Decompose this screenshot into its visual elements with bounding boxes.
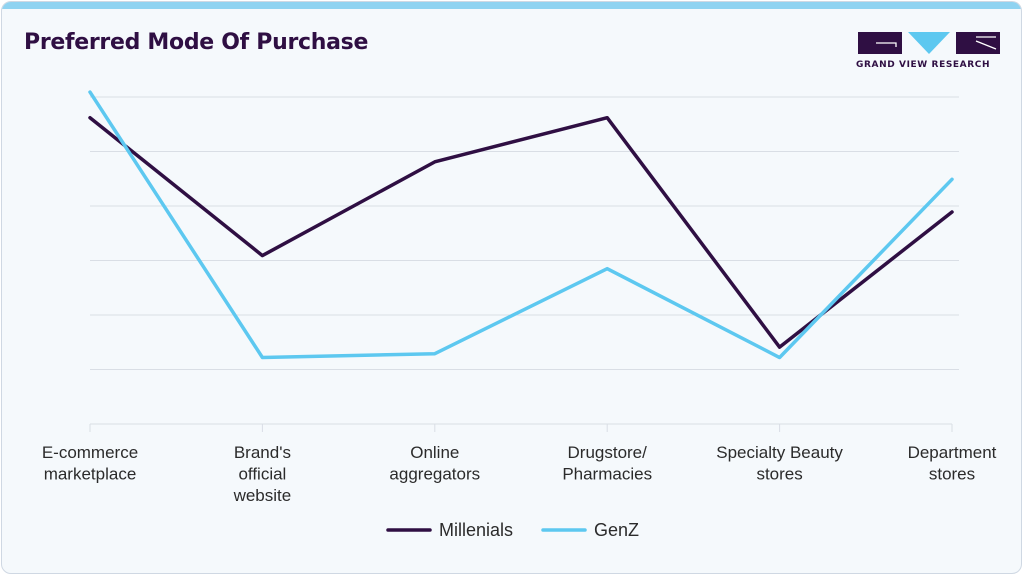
grid-lines <box>90 96 959 370</box>
legend: Millenials GenZ <box>386 520 639 540</box>
legend-label: GenZ <box>594 520 639 540</box>
logo-text: GRAND VIEW RESEARCH <box>856 60 991 70</box>
x-tick-label: E-commerce marketplace <box>42 443 138 484</box>
series-line-millenials <box>88 115 954 349</box>
brand-logo: GRAND VIEW RESEARCH <box>856 30 1002 74</box>
logo-mark-icon <box>858 32 1000 54</box>
chart-title: Preferred Mode Of Purchase <box>24 30 369 55</box>
x-tick-labels: E-commerce marketplace Brand's official webs… <box>42 443 997 505</box>
legend-label: Millenials <box>439 520 513 540</box>
x-axis <box>89 423 953 432</box>
series-lines <box>88 90 954 360</box>
x-tick-label: Brand's official website <box>233 443 292 505</box>
accent-bar <box>2 2 1021 9</box>
x-tick-label: Department stores <box>908 443 997 484</box>
x-tick-label: Online aggregators <box>389 443 480 484</box>
x-tick-label: Specialty Beauty stores <box>716 443 843 484</box>
series-line-genz <box>88 90 954 360</box>
x-tick-label: Drugstore/Pharmacies <box>562 443 652 484</box>
